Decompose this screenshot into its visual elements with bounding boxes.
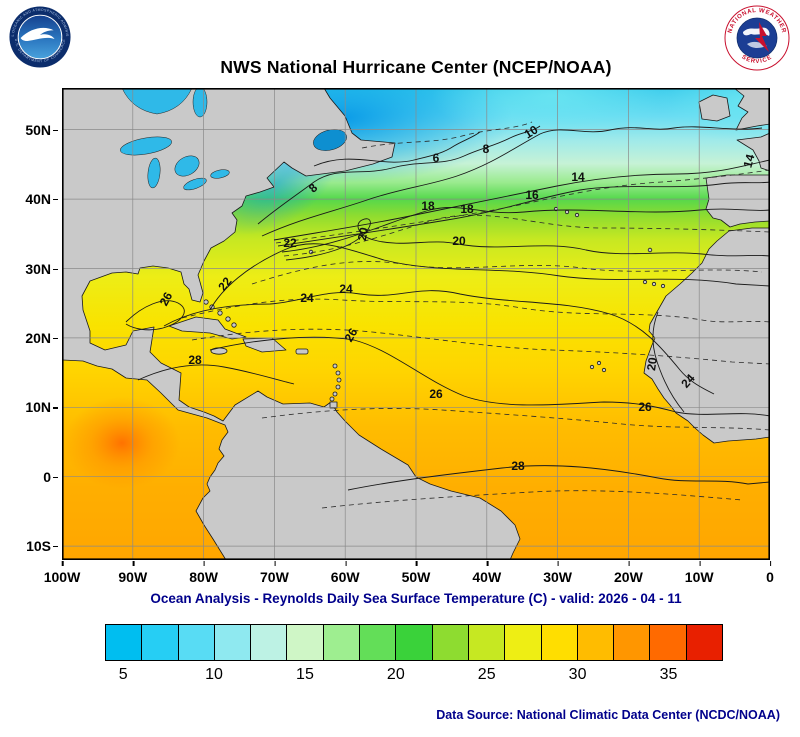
colorbar-tick-label: 20: [386, 666, 405, 683]
colorbar-cell: [540, 625, 577, 660]
colorbar-cell: [359, 625, 396, 660]
colorbar-tick-label: 10: [205, 666, 223, 683]
graticule-grid: [62, 88, 770, 560]
lat-axis-label: 50N: [25, 121, 58, 138]
lat-axis-label: 10N: [25, 399, 58, 416]
iberia-landmass: [705, 174, 770, 228]
map-frame: [62, 88, 770, 560]
bahamas-islands: [203, 299, 237, 328]
colorbar-cell: [141, 625, 178, 660]
lake-erie: [183, 177, 207, 191]
lake-michigan: [147, 157, 161, 189]
lon-axis-label: 90W: [118, 561, 148, 585]
longitude-axis: 100W 90W 80W 70W 60W 50W 40W 30W 20W 10W 0: [44, 560, 774, 586]
lon-axis-label: 70W: [259, 561, 289, 585]
lon-axis-label: 60W: [330, 561, 360, 585]
colorbar-cell: [504, 625, 541, 660]
britain-landmass: [733, 88, 770, 131]
map-caption: Ocean Analysis - Reynolds Daily Sea Surf…: [150, 591, 682, 606]
colorbar-cell: [431, 625, 468, 660]
lesser-antilles-islands: [329, 363, 342, 409]
colorbar-cell: [576, 625, 614, 660]
lon-axis-label: 50W: [401, 561, 431, 585]
lon-axis-label: 40W: [472, 561, 502, 585]
sst-map: 6 8 8 10 14 14 16 18 18 20 20 22 22 24 24 24 26 26 26 26 20 2…: [62, 88, 770, 560]
colorbar-tick-label: 35: [659, 666, 678, 683]
noaa-logo: NATIONAL OCEANIC AND ATMOSPHERIC ADMINIS…: [8, 5, 72, 69]
colorbar-tick-label: 15: [296, 666, 314, 683]
colorbar-cell: [395, 625, 432, 660]
sst-contours-dashed: [181, 121, 770, 509]
jamaica-island: [210, 347, 228, 355]
data-source-credit: Data Source: National Climatic Data Cent…: [436, 708, 780, 722]
lon-axis-label: 80W: [189, 561, 218, 585]
colorbar-cell: [250, 625, 287, 660]
noaa-seagull-icon: [20, 27, 55, 41]
colorbar-cell: [467, 625, 505, 660]
sst-colorbar: [105, 624, 723, 661]
colorbar-cell: [286, 625, 323, 660]
puerto-rico-island: [295, 348, 309, 355]
lake-superior: [120, 136, 172, 156]
colorbar-cell: [106, 625, 142, 660]
colorbar-cell: [177, 625, 214, 660]
nws-ring-text-bottom: SERVICE: [740, 54, 773, 65]
colorbar-cell: [322, 625, 360, 660]
cape-verde-islands: [589, 360, 607, 373]
lake-ontario: [210, 169, 230, 179]
lat-axis-label: 0: [43, 468, 58, 485]
lon-axis-label: 0: [766, 561, 774, 585]
latitude-axis: 50N 40N 30N 20N 10N 0 10S: [0, 88, 58, 560]
ireland-landmass: [698, 94, 731, 122]
lon-axis-label: 10W: [684, 561, 714, 585]
lon-axis-label: 100W: [43, 561, 81, 585]
nws-logo: NATIONAL WEATHER SERVICE: [724, 5, 790, 71]
lat-axis-label: 40N: [25, 191, 58, 208]
noaa-logo-graphic: NATIONAL OCEANIC AND ATMOSPHERIC ADMINIS…: [9, 6, 71, 68]
colorbar-tick-label: 30: [568, 666, 587, 683]
nws-logo-graphic: NATIONAL WEATHER SERVICE: [724, 5, 790, 71]
colorbar-tick-label: 25: [477, 666, 496, 683]
sst-map-canvas: [62, 88, 770, 560]
colorbar-cell: [213, 625, 251, 660]
canary-islands: [642, 279, 666, 289]
hudson-bay: [121, 88, 193, 115]
lon-axis-label: 30W: [543, 561, 572, 585]
lon-axis-label: 20W: [613, 561, 643, 585]
colorbar-tick-label: 5: [118, 666, 128, 683]
lat-axis-label: 30N: [25, 260, 58, 277]
bermuda-island: [308, 249, 314, 255]
madeira-island: [647, 247, 653, 253]
nws-lightning-bolt-icon: [755, 22, 769, 52]
colorbar-cell: [685, 625, 723, 660]
lat-axis-label: 20N: [25, 329, 58, 346]
sst-colorbar-ticks: 5 10 15 20 25 30 35: [105, 666, 723, 688]
james-bay: [192, 88, 208, 118]
lake-huron: [174, 155, 200, 177]
colorbar-cell: [649, 625, 686, 660]
colorbar-cell: [613, 625, 650, 660]
lat-axis-label: 10S: [26, 538, 58, 555]
page-title: NWS National Hurricane Center (NCEP/NOAA…: [220, 57, 612, 77]
africa-landmass: [643, 227, 770, 444]
gulf-of-st-lawrence: [313, 129, 347, 151]
